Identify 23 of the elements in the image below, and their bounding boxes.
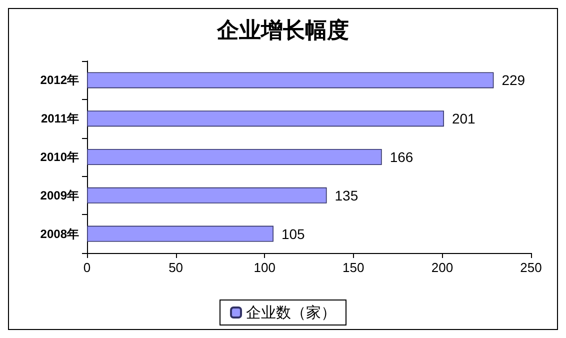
y-tick-label: 2009年 bbox=[40, 188, 79, 202]
data-label: 166 bbox=[390, 149, 414, 165]
data-label: 229 bbox=[502, 72, 526, 88]
data-label: 135 bbox=[334, 187, 358, 204]
x-tick-label: 0 bbox=[83, 260, 91, 275]
x-tick-label: 100 bbox=[254, 260, 276, 275]
bar bbox=[87, 226, 274, 242]
y-tick-label: 2010年 bbox=[40, 150, 79, 164]
x-tick-label: 50 bbox=[168, 260, 184, 275]
x-tick-label: 250 bbox=[520, 260, 542, 275]
data-label: 201 bbox=[452, 110, 476, 127]
x-tick-label: 200 bbox=[431, 260, 454, 275]
x-tick-label: 150 bbox=[342, 260, 364, 275]
bar bbox=[87, 110, 444, 127]
y-tick-label: 2008年 bbox=[40, 226, 79, 241]
y-tick-label: 2012年 bbox=[40, 73, 79, 88]
bar bbox=[87, 187, 327, 204]
bar bbox=[87, 149, 382, 165]
data-label: 105 bbox=[281, 226, 306, 242]
chart-title: 企业增长幅度 bbox=[216, 18, 349, 44]
y-tick-label: 2011年 bbox=[40, 112, 79, 126]
bar bbox=[87, 72, 494, 88]
legend-label: 企业数（家） bbox=[246, 304, 336, 322]
